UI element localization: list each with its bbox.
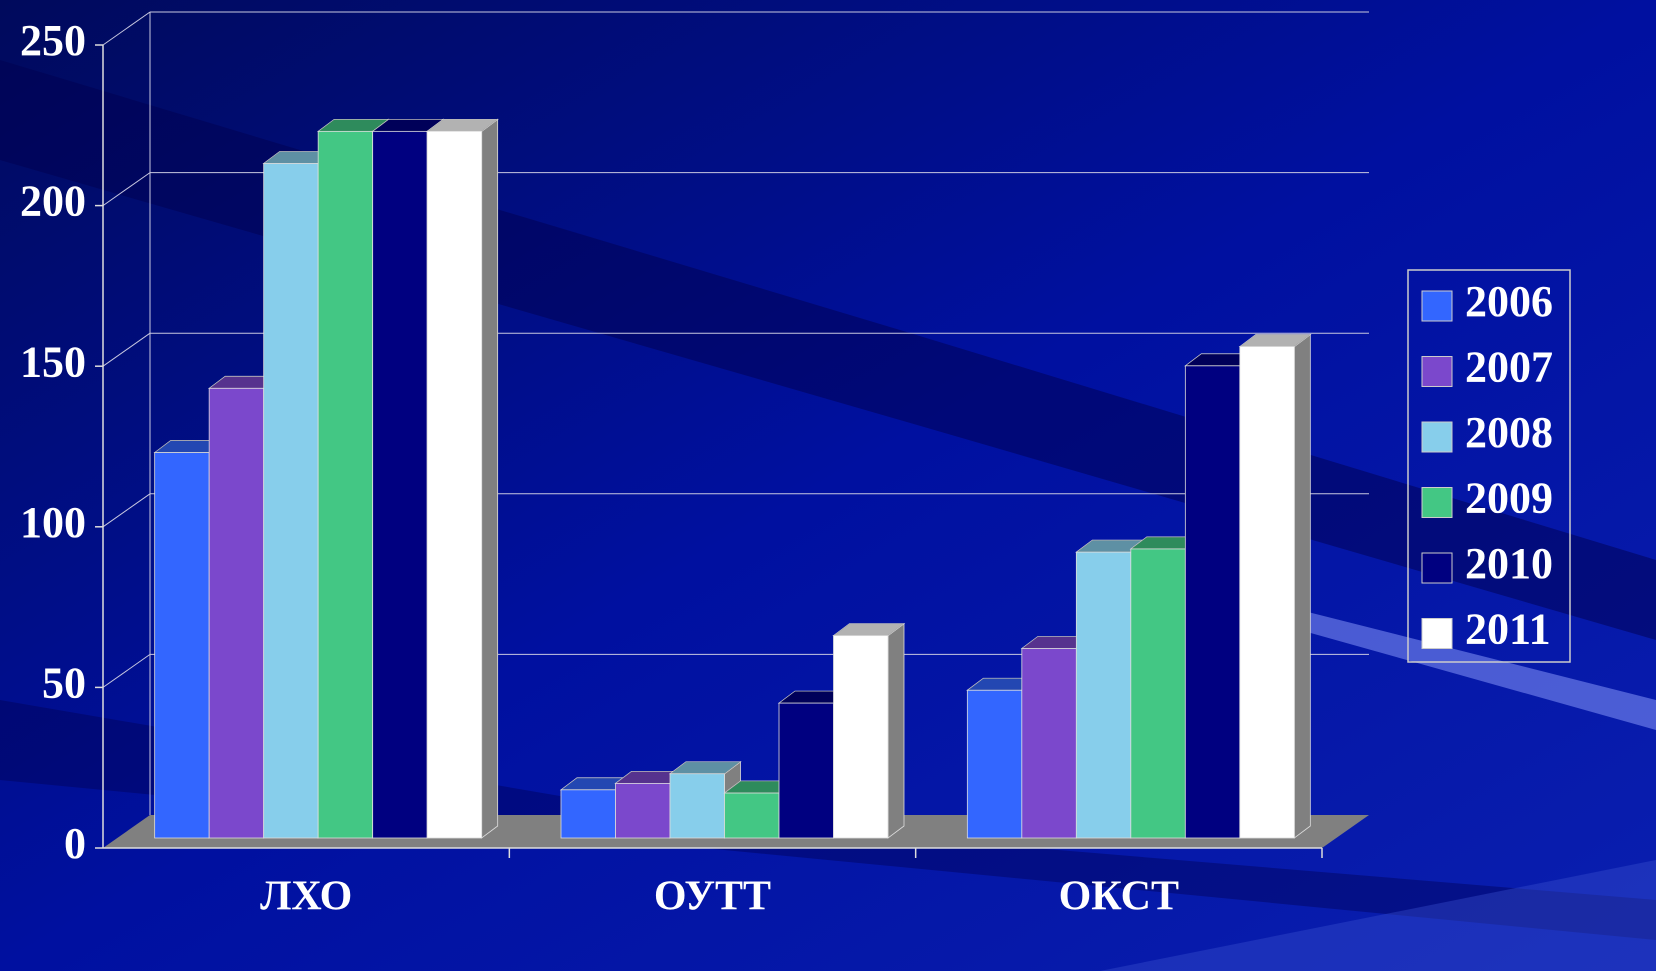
bar [154,452,210,839]
bar [1075,551,1132,839]
bar [1184,365,1241,839]
bar-top-shade [615,771,686,784]
bar-top-shade [724,781,795,794]
x-tick-label: ОКСТ [1059,874,1179,920]
legend-swatch [1421,487,1453,518]
bar [966,689,1023,839]
legend-box [1407,269,1571,663]
bar-top-shade [427,119,498,132]
bar [1021,648,1077,839]
bar [833,635,889,839]
legend-label: 2010 [1465,539,1553,588]
legend-label: 2009 [1465,474,1553,523]
streak [0,700,1656,940]
plot: 0 50 100 150 200 250 ЛХО ОУТТ ОКСТ [20,11,1369,920]
x-tick-label: ЛХО [260,874,352,920]
side-grid-line [102,332,151,367]
bar [208,387,265,839]
bar [669,773,725,839]
bar [263,163,319,839]
streak [1100,860,1656,971]
bar-top-shade [833,623,904,636]
side-grid-line [102,172,151,207]
y-tick-label: 50 [42,658,86,707]
legend-label: 2006 [1465,277,1553,326]
bar-top-shade [967,678,1038,691]
bar-top-shade [779,691,850,704]
legend-label: 2011 [1465,605,1551,654]
y-tick-label: 0 [64,819,86,868]
bar [615,782,671,839]
bar [317,130,374,839]
bar-top-shade [1076,540,1147,553]
side-grid-line [102,493,151,528]
side-grid-line [102,653,151,688]
bar [426,130,483,839]
bar-top-shade [263,151,335,164]
y-tick-label: 150 [20,337,86,386]
bar-top-shade [1021,636,1093,649]
streak [1300,610,1656,730]
bar [778,702,834,839]
legend-label: 2008 [1465,408,1553,457]
legend-swatch [1421,552,1453,584]
bar [724,792,780,839]
legend-swatch [1421,356,1453,387]
bar-side [1293,333,1311,839]
bar [1130,548,1186,839]
bar-top-shade [209,376,280,389]
legend-swatch [1421,618,1453,649]
bar-side [887,622,905,839]
bar [560,789,616,839]
x-tick-label: ОУТТ [654,874,771,920]
bar-top-shade [1185,353,1256,366]
bar-top-shade [318,119,389,132]
bar [372,130,428,839]
bar-top-shade [1130,536,1202,549]
legend-label: 2007 [1465,343,1553,392]
bar-top-shade [561,777,632,790]
bar-side [481,118,499,839]
bar [1239,346,1295,839]
y-tick-label: 250 [20,16,86,65]
bar-top-shade [670,761,741,774]
legend-swatch [1421,421,1453,453]
bar-top-shade [372,119,444,132]
legend-swatch [1421,290,1453,322]
y-tick-label: 100 [20,498,86,547]
bar-top-shade [1239,334,1311,347]
bar-top-shade [154,440,226,453]
side-grid-line [102,11,151,46]
y-tick-label: 200 [20,177,86,226]
